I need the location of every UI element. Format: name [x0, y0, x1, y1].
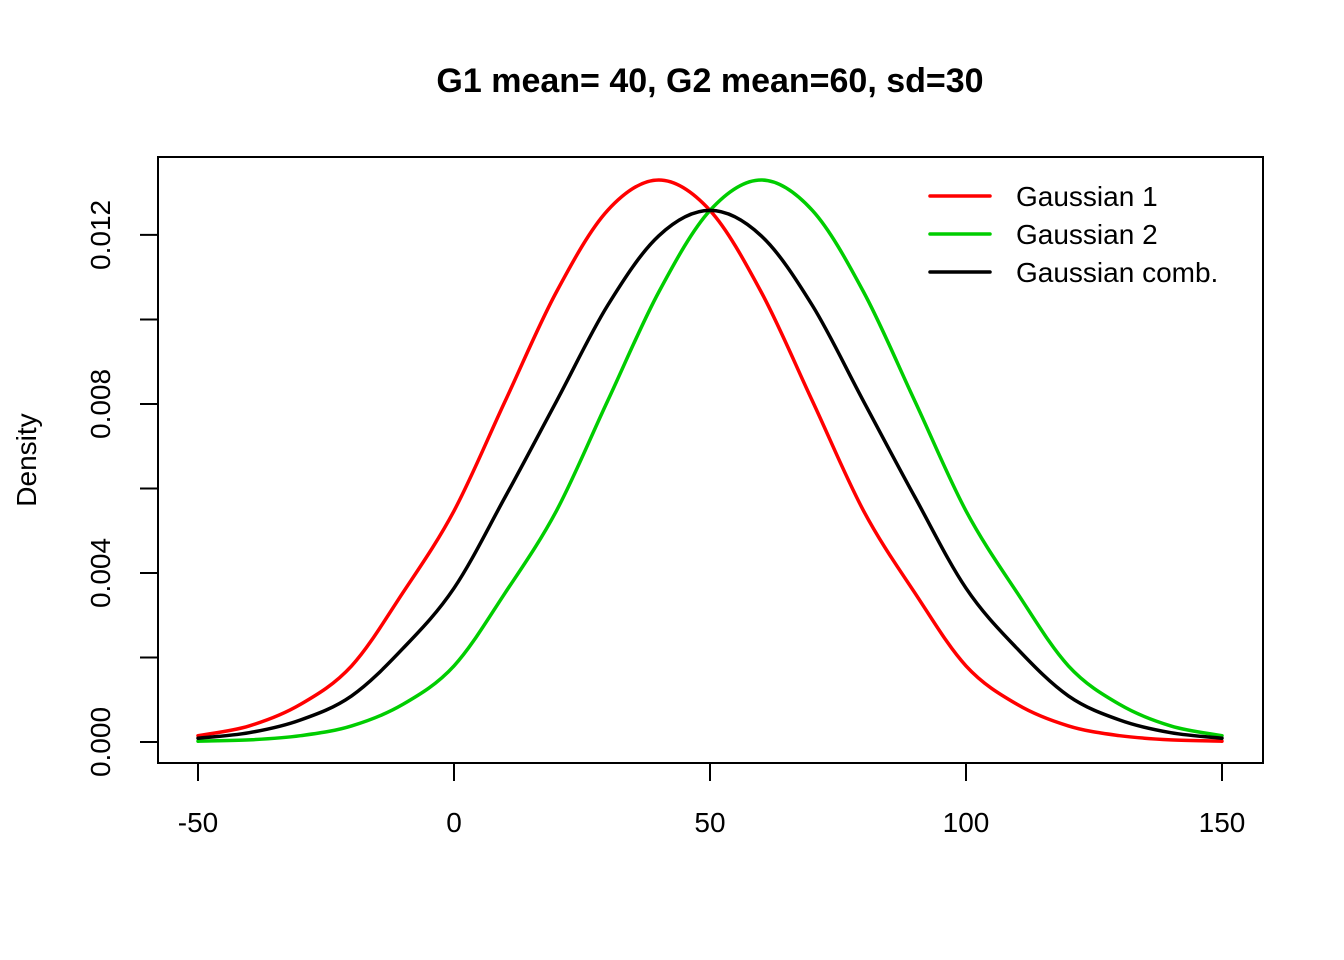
series-layer — [196, 178, 1224, 743]
x-tick-label: 100 — [943, 807, 990, 838]
series-line-gaussian-comb — [196, 208, 1224, 740]
y-axis-label: Density — [11, 413, 42, 506]
y-tick-label: 0.008 — [85, 369, 116, 439]
y-tick-label: 0.000 — [85, 707, 116, 777]
y-tick-label: 0.012 — [85, 200, 116, 270]
y-axis: 0.000 0.004 0.008 0.012 — [85, 200, 159, 777]
legend-label-gaussian-1: Gaussian 1 — [1016, 181, 1158, 212]
legend: Gaussian 1 Gaussian 2 Gaussian comb. — [928, 181, 1218, 288]
y-tick-label: 0.004 — [85, 538, 116, 608]
chart-title: G1 mean= 40, G2 mean=60, sd=30 — [436, 62, 983, 100]
x-tick-label: 150 — [1199, 807, 1246, 838]
x-axis: -50 0 50 100 150 — [178, 762, 1246, 838]
x-tick-label: 50 — [694, 807, 725, 838]
legend-label-gaussian-comb: Gaussian comb. — [1016, 257, 1218, 288]
legend-label-gaussian-2: Gaussian 2 — [1016, 219, 1158, 250]
x-tick-label: -50 — [178, 807, 218, 838]
x-tick-label: 0 — [446, 807, 462, 838]
